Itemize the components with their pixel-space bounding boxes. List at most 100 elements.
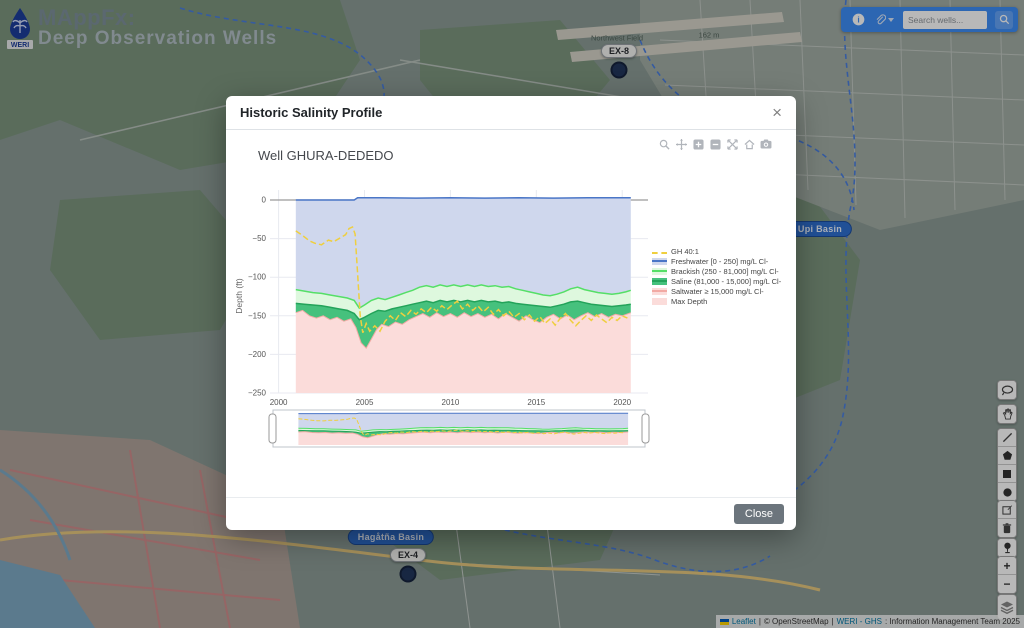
delete-layers-button[interactable] [998,519,1016,537]
zoom-mode-icon[interactable] [658,138,670,150]
draw-polygon-button[interactable] [998,447,1016,465]
modal-header: Historic Salinity Profile × [226,96,796,130]
y-tick-label: −150 [248,311,267,320]
freshwater-line [295,196,631,201]
rangeslider-handle-right[interactable] [641,413,650,444]
weri-logo-text: WERI [11,42,29,49]
y-tick-label: −250 [248,389,267,398]
hand-pan-button[interactable] [998,405,1016,423]
edit-layers-button[interactable] [998,501,1016,519]
zoom-in-button[interactable]: + [998,557,1016,575]
modal-close-icon[interactable]: × [772,103,782,122]
zoom-out-icon[interactable] [709,138,721,150]
osm-link[interactable]: © OpenStreetMap [763,617,829,626]
zoom-control: + − [997,556,1017,594]
leaflet-link[interactable]: Leaflet [731,617,756,626]
paperclip-icon [876,13,886,24]
urban-area-hagatna [0,430,300,628]
x-tick-label: 2015 [527,398,545,407]
weri-logo-icon: WERI [7,8,33,49]
saline-band [295,300,631,349]
legend-swatch [652,267,667,275]
legend-swatch [652,287,667,295]
attribution-suffix: : Information Management Team 2025 [884,617,1020,626]
trash-icon [1002,522,1012,533]
y-tick-label: 0 [262,196,267,205]
topbar: i [841,7,1018,32]
marker-pin-icon [1003,542,1011,554]
saltwater-line-mini [298,431,629,439]
autoscale-icon[interactable] [726,138,738,150]
modal-body: Well GHURA-DEDEDO 2000 2005 2010 2015 2020 0− [226,130,796,497]
info-button[interactable]: i [851,13,865,27]
search-icon [999,14,1009,25]
saltwater-band-mini [298,431,629,445]
lasso-icon [1001,385,1013,395]
draw-polyline-button[interactable] [998,429,1016,447]
search-button[interactable] [995,10,1013,29]
zoom-in-label: + [1003,558,1011,573]
brackish-line-mini [298,426,629,432]
rangeslider-handle-left[interactable] [268,413,277,444]
legend-item-max-depth[interactable]: Max Depth [652,296,781,306]
edit-toolbar [997,500,1017,538]
legend-item-brackish[interactable]: Brackish (250 - 81,000] mg/L Cl- [652,266,781,276]
edit-icon [1001,505,1012,515]
lasso-control [997,380,1017,400]
brackish-band [295,284,631,320]
well-marker-EX-4[interactable] [399,565,417,583]
draw-circle-button[interactable] [998,483,1016,501]
attribution-separator: | [758,617,761,626]
chart-title: Well GHURA-DEDEDO [258,148,394,163]
x-tick-label: 2020 [613,398,631,407]
draw-rectangle-button[interactable] [998,465,1016,483]
modal-footer: Close [226,497,796,530]
circle-icon [1002,487,1012,497]
map-place-label: 162 m [698,30,720,40]
pan-mode-icon[interactable] [675,138,687,150]
add-marker-button[interactable] [998,539,1016,557]
coastline-water [0,468,95,628]
legend-item-saline[interactable]: Saline (81,000 - 15,000] mg/L Cl- [652,276,781,286]
reset-axes-home-icon[interactable] [743,138,755,150]
svg-text:i: i [857,14,859,24]
legend-swatch [652,297,667,305]
well-marker-EX-8[interactable] [610,61,628,79]
zoom-in-icon[interactable] [692,138,704,150]
zoom-out-label: − [1003,577,1011,591]
legend-label: Saline (81,000 - 15,000] mg/L Cl- [671,276,782,286]
draw-toolbar [997,428,1017,502]
camera-snapshot-icon[interactable] [760,138,772,150]
gh-401-line-mini [298,417,625,436]
lasso-select-button[interactable] [998,381,1016,399]
legend-label: Max Depth [671,296,708,306]
x-tick-label: 2010 [442,398,460,407]
hand-icon [1002,408,1013,420]
layers-icon [1000,601,1014,614]
weri-ghs-link[interactable]: WERI - GHS [836,617,882,626]
saltwater-band [295,310,631,393]
pan-control [997,404,1017,424]
salinity-chart: 2000 2005 2010 2015 2020 0 −50 −100 −150 −200 −250… [234,190,650,448]
search-input[interactable] [903,10,987,29]
layers-button[interactable] [998,595,1016,619]
legend-label: Freshwater [0 - 250] mg/L Cl- [671,256,769,266]
zoom-out-button[interactable]: − [998,575,1016,593]
saline-line [295,299,631,321]
legend-item-saltwater[interactable]: Saltwater ≥ 15,000 mg/L Cl- [652,286,781,296]
gh-401-line [295,225,628,334]
legend-swatch [652,251,667,254]
legend-item-freshwater[interactable]: Freshwater [0 - 250] mg/L Cl- [652,256,781,266]
plotly-modebar [658,138,772,150]
y-axis-title: Depth (ft) [234,278,244,314]
y-tick-label: −100 [248,273,267,282]
legend-label: Brackish (250 - 81,000] mg/L Cl- [671,266,779,276]
saltwater-line [295,309,631,350]
y-tick-label: −200 [248,350,267,359]
close-button[interactable]: Close [733,504,784,524]
well-tooltip-EX-8: EX-8 [600,44,638,58]
salinity-profile-modal: Historic Salinity Profile × Well GHURA-D… [226,96,796,530]
legend-item-gh-401[interactable]: GH 40:1 [652,246,781,256]
attachments-dropdown-button[interactable] [873,13,895,27]
